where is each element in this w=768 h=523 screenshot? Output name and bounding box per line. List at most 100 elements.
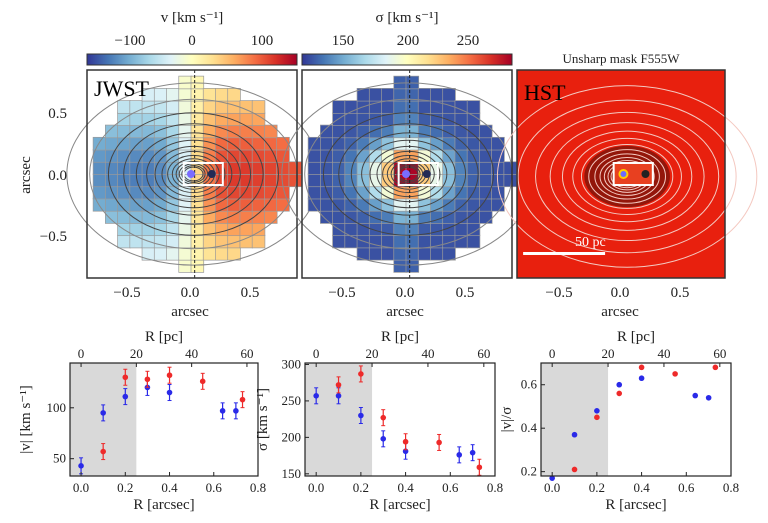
ytick: 0.5 (48, 106, 67, 122)
voronoi-bin (320, 161, 334, 175)
isophote-contour (580, 143, 674, 209)
voronoi-bin (405, 198, 420, 212)
data-point-red (712, 364, 719, 371)
data-point-red (638, 364, 645, 371)
plot-frame (304, 362, 496, 477)
voronoi-bin (442, 198, 456, 212)
voronoi-bin (442, 247, 456, 261)
xtick: −0.5 (328, 285, 355, 301)
voronoi-bin (332, 112, 346, 126)
voronoi-bin (393, 247, 407, 261)
top-xtick-label: 0 (549, 346, 556, 361)
voronoi-bin (356, 149, 371, 163)
voronoi-bin (105, 173, 119, 188)
cbar-tick: 250 (457, 33, 480, 49)
xlabel: R [arcsec] (369, 497, 430, 513)
xtick-label: 0.4 (397, 480, 414, 495)
nucleus-box (397, 161, 439, 187)
voronoi-bin (430, 247, 444, 261)
data-point-red (594, 414, 600, 421)
colorbar (86, 53, 298, 66)
voronoi-bin (251, 234, 266, 249)
voronoi-bin (381, 88, 395, 102)
voronoi-bin (129, 149, 143, 163)
voronoi-bin (307, 173, 322, 188)
xtick-label: 0.0 (544, 480, 560, 495)
voronoi-bin (239, 185, 254, 200)
voronoi-bin (332, 234, 346, 249)
xtick-label: 0.4 (633, 480, 650, 495)
ytick-label: 100 (47, 400, 67, 415)
voronoi-bin (466, 100, 481, 114)
colorbar-label-v: v [km s⁻¹] (161, 10, 223, 26)
voronoi-bin (405, 210, 420, 224)
voronoi-bin (178, 222, 192, 237)
voronoi-bin (393, 124, 407, 139)
voronoi-bin (129, 234, 143, 249)
isophote-contour (322, 112, 494, 236)
nucleus-box (612, 161, 654, 187)
isophote-contour (517, 99, 737, 254)
voronoi-bin (405, 124, 420, 139)
voronoi-bin (491, 136, 505, 151)
voronoi-bin (417, 100, 432, 114)
data-point-blue (638, 375, 645, 382)
xtick-label: 0.2 (117, 480, 133, 495)
cbar-tick: −100 (115, 33, 146, 49)
voronoi-bin (368, 88, 383, 102)
xtick-label: 0.2 (589, 480, 605, 495)
cbar-tick: 100 (251, 33, 274, 49)
ytick-label: 200 (282, 429, 302, 444)
data-point-red (358, 371, 364, 377)
voronoi-bin (251, 100, 266, 114)
isophote-contour (167, 154, 220, 194)
voronoi-bin (178, 259, 192, 273)
xtick-label: 0.8 (250, 480, 266, 495)
xlabel: R [arcsec] (605, 497, 666, 513)
nucleus-marker-dark (207, 170, 216, 178)
data-point-blue (233, 408, 239, 414)
data-point-red (436, 439, 442, 446)
data-point-red (571, 466, 578, 473)
voronoi-bin (141, 185, 156, 200)
voronoi-bin (202, 149, 217, 163)
voronoi-bin (105, 124, 119, 139)
xtick-label: 0.6 (442, 480, 459, 495)
profile-panel-0: 0.0 0.2 0.4 0.6 0.8 0 20 40 60 50 100 R [arcsec] R [… (18, 329, 266, 513)
isophote-contour (594, 153, 660, 200)
isophote-contour (338, 123, 479, 225)
voronoi-bin (479, 210, 493, 224)
cbar-tick: 200 (397, 33, 420, 49)
voronoi-bin (129, 136, 143, 151)
isophote-contour (361, 139, 456, 209)
ytick-label: 150 (282, 466, 302, 481)
xtick-label: 0.6 (206, 480, 223, 495)
voronoi-bin (454, 198, 469, 212)
plot-frame (540, 362, 732, 477)
voronoi-bin (417, 247, 432, 261)
isophote-contour (181, 165, 206, 183)
isophote-contour (572, 137, 682, 215)
voronoi-bin (454, 124, 469, 139)
top-xtick-label: 20 (366, 346, 379, 361)
voronoi-bin (239, 124, 254, 139)
voronoi-bin (129, 198, 143, 212)
voronoi-bin (190, 222, 205, 237)
ytick-label: 250 (282, 393, 302, 408)
voronoi-bin (92, 173, 107, 188)
data-point-red (122, 374, 129, 381)
voronoi-bin (344, 198, 358, 212)
voronoi-bin (105, 185, 119, 200)
voronoi-bin (393, 234, 407, 249)
voronoi-bin (381, 247, 395, 261)
voronoi-bin (227, 88, 241, 102)
ytick-label: 0.6 (521, 377, 538, 392)
voronoi-bin (344, 112, 358, 126)
voronoi-bin (178, 124, 192, 139)
ytick-label: 0.2 (521, 464, 537, 479)
ytick-label: 50 (53, 451, 66, 466)
voronoi-bin (202, 100, 217, 114)
xtick: −0.5 (113, 285, 140, 301)
voronoi-bin (202, 88, 217, 102)
map-frame (516, 69, 726, 279)
